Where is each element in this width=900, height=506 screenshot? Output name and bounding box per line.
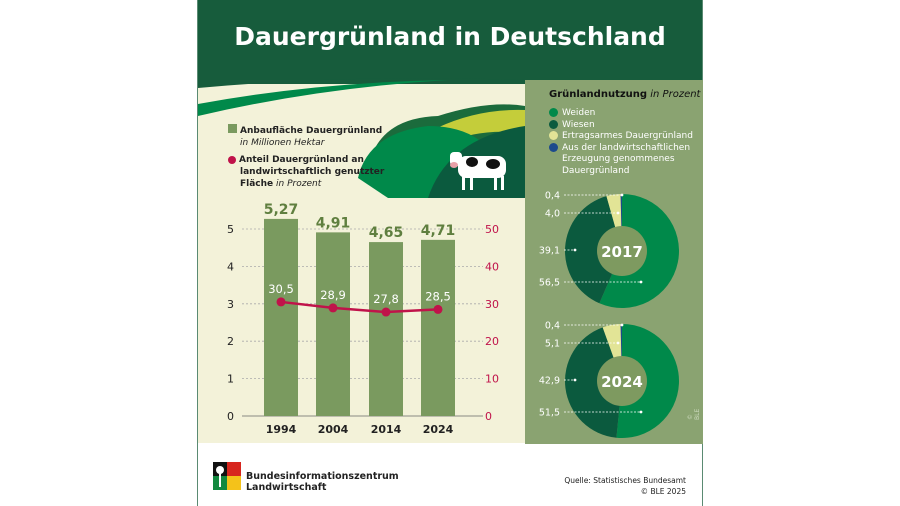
legend-line-label-1: Anteil Dauergrünland an [239,155,364,165]
leader-dot [616,211,620,215]
y-tick-left: 0 [227,410,234,423]
right-legend-unit: in Prozent [650,89,701,100]
donut-value-label: 39,1 [539,246,560,257]
org-name: Bundesinformationszentrum Landwirtschaft [246,471,399,493]
legend-ertragsarm: Ertragsarmes Dauergrünland [562,131,693,141]
bar-value-label: 4,91 [316,215,351,231]
y-tick-left: 2 [227,335,234,348]
x-tick-label: 2014 [371,423,402,436]
y-tick-left: 4 [227,260,234,273]
donut-value-label: 51,5 [539,408,560,419]
line-point [381,307,391,317]
donut-value-label: 0,4 [545,191,560,202]
y-tick-left: 1 [227,373,234,386]
bar-value-label: 5,27 [264,202,299,218]
footer: Bundesinformationszentrum Landwirtschaft… [198,444,702,506]
x-tick-label: 1994 [266,423,297,436]
donut-value-label: 5,1 [545,339,560,350]
landscape-cow-illustration [358,104,525,198]
leader-dot [639,410,643,414]
donut-slice [565,327,622,438]
ertragsarm-swatch [549,131,558,140]
page-title: Dauergrünland in Deutschland [234,22,666,51]
legend-line-label-2: landwirtschaftlich genutzter [240,167,385,177]
legend-weiden: Weiden [562,108,596,118]
legend-aus-2: Erzeugung genommenes [562,154,675,164]
y-tick-left: 3 [227,298,234,311]
bar [264,218,298,416]
donut-value-label: 56,5 [539,278,560,289]
line-point [276,297,286,307]
ble-logo [213,462,241,490]
leader-dot [616,341,620,345]
wiesen-swatch [549,119,558,129]
line-point [433,304,443,314]
y-tick-left: 5 [227,223,234,236]
bar-swatch [228,124,237,133]
header: Dauergrünland in Deutschland [198,0,702,84]
y-tick-right: 10 [485,373,499,386]
y-tick-right: 20 [485,335,499,348]
donut-year-label: 2017 [601,243,643,261]
y-tick-right: 0 [485,410,492,423]
y-tick-right: 50 [485,223,499,236]
legend-bars-unit: in Millionen Hektar [240,138,325,148]
line-point [328,303,338,313]
donut-charts: 2017 0,4 4,0 39,1 56,5 2024 0,4 5,1 42,9 51,5 [539,191,679,438]
right-legend-title: Grünlandnutzung in Prozent [549,89,700,100]
donut-value-label: 4,0 [545,209,560,220]
org-name-1: Bundesinformationszentrum [246,471,399,482]
source-text: Quelle: Statistisches Bundesamt [564,476,686,485]
line-swatch [228,155,236,164]
bar-line-chart: 0 0 1 10 2 20 3 30 4 40 5 50 5,27 1994 4,91 2004 4,65 201… [227,202,499,436]
infographic: Dauergrünland in Deutschland Anbaufläche… [197,0,703,506]
line-value-label: 28,5 [425,289,451,303]
line-value-label: 28,9 [320,288,346,302]
y-tick-right: 40 [485,260,499,273]
source-info: Quelle: Statistisches Bundesamt © BLE 20… [564,475,686,497]
legend-wiesen: Wiesen [562,119,595,130]
legend-bars: Anbaufläche Dauergrünland in Millionen H… [228,124,382,149]
org-name-2: Landwirtschaft [246,482,327,493]
leader-dot [573,248,577,252]
legend-line: Anteil Dauergrünland an landwirtschaftli… [228,154,384,190]
aus-swatch [549,142,558,152]
leader-dot [573,378,577,382]
legend-aus-1: Aus der landwirtschaftlichen [562,142,691,153]
line-value-label: 30,5 [268,282,294,296]
leader-dot [620,323,624,327]
legend-aus-3: Dauergrünland [562,165,630,176]
bar-value-label: 4,65 [369,225,404,241]
bar [421,239,455,416]
donut-year-label: 2024 [601,373,643,391]
weiden-swatch [549,108,558,117]
legend-line-unit: in Prozent [276,179,322,189]
bar [316,232,350,416]
donut-value-label: 42,9 [539,376,560,387]
leader-dot [620,193,624,197]
donut-slice [616,324,679,438]
cow-icon [450,152,506,190]
line-value-label: 27,8 [373,292,399,306]
donut-hole [597,356,647,406]
donut-value-label: 0,4 [545,321,560,332]
legend-bars-label: Anbaufläche Dauergrünland [240,126,383,136]
leader-dot [639,280,643,284]
swoosh-decoration [198,76,525,116]
line-series [280,300,439,314]
x-tick-label: 2004 [318,423,349,436]
donut-slice [565,196,622,304]
bar [369,242,403,416]
y-tick-right: 30 [485,298,499,311]
right-legend: Weiden Wiesen Ertragsarmes Dauergrünland… [549,108,693,177]
donut-hole [597,226,647,276]
right-legend-title-text: Grünlandnutzung [549,89,648,100]
bar-value-label: 4,71 [421,223,456,239]
copyright-text: © BLE 2025 [640,487,686,496]
x-tick-label: 2024 [423,423,454,436]
legend-line-label-3: Fläche [240,179,274,189]
